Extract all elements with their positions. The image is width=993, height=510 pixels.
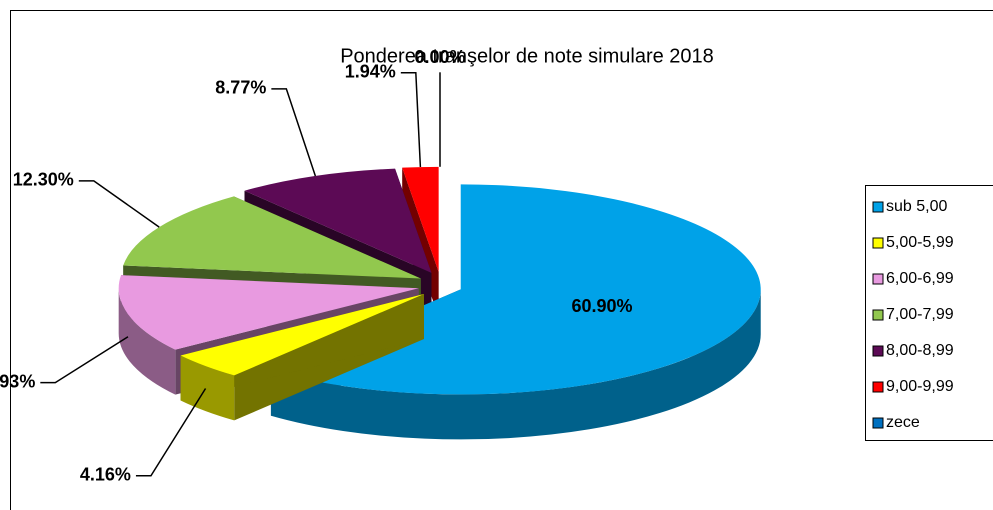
leader-line	[271, 88, 317, 177]
leader-line	[400, 71, 422, 168]
data-label: 8.77%	[215, 78, 266, 98]
legend	[865, 185, 993, 441]
slice-side	[270, 289, 761, 440]
slice	[180, 294, 424, 421]
legend-label: 6,00-6,99	[886, 270, 954, 287]
data-label: 4.16%	[80, 465, 131, 485]
slice-wall	[180, 294, 424, 401]
legend-swatch	[872, 417, 884, 429]
slice-top	[180, 294, 424, 376]
legend-swatch	[872, 381, 884, 393]
legend-label: 8,00-8,99	[886, 342, 954, 359]
legend-label: sub 5,00	[886, 198, 947, 215]
leader-line	[78, 180, 160, 228]
legend-label: 9,00-9,99	[886, 378, 954, 395]
data-label: 1.94%	[345, 61, 396, 81]
slice-side	[118, 288, 176, 395]
leader-line	[135, 388, 207, 477]
slice-top	[402, 166, 439, 272]
chart-title: Ponderea tranşelor de note simulare 2018	[340, 45, 714, 67]
legend-swatch	[872, 237, 884, 249]
pie	[118, 166, 761, 440]
legend-label: 7,00-7,99	[886, 306, 954, 323]
data-label: 0.00%	[414, 47, 465, 67]
legend-swatch	[872, 345, 884, 357]
legend-label: 5,00-5,99	[886, 234, 954, 251]
data-label: 60.90%	[571, 296, 632, 316]
legend-swatch	[872, 273, 884, 285]
slice-top	[118, 275, 419, 350]
legend-swatch	[872, 201, 884, 213]
legend-label: zece	[886, 414, 920, 431]
slice-top	[123, 196, 421, 279]
slice-top	[244, 168, 432, 273]
data-label: 12.30%	[13, 170, 74, 190]
data-label: 11.93%	[0, 371, 35, 391]
slice-side	[180, 355, 235, 421]
leader-line	[40, 336, 129, 384]
legend-swatch	[872, 309, 884, 321]
